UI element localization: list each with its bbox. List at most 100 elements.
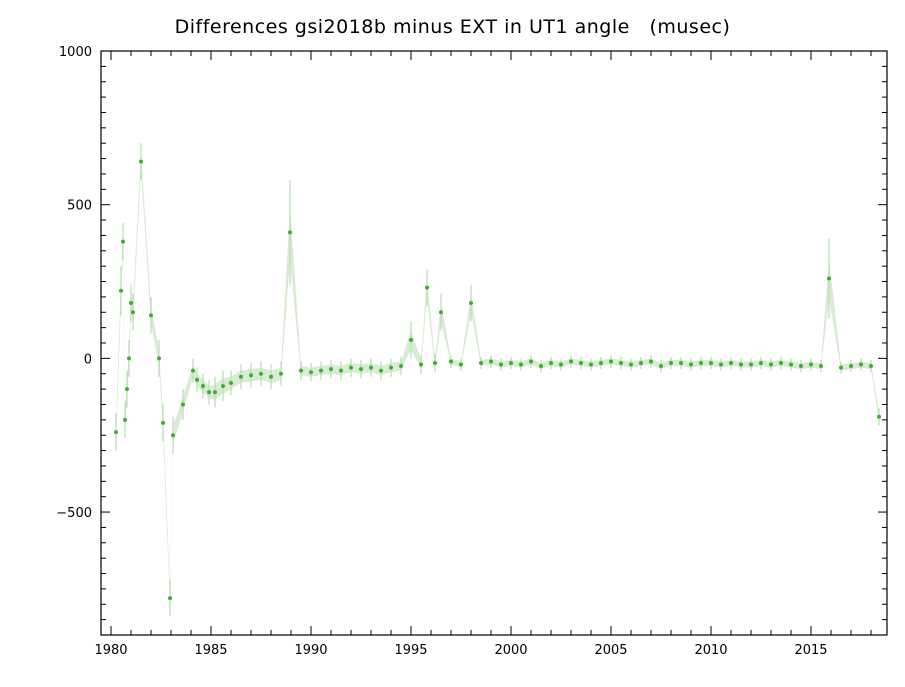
data-point-38 — [399, 364, 403, 369]
data-point-50 — [509, 360, 513, 365]
error-band — [116, 152, 879, 608]
data-point-18 — [207, 390, 211, 395]
data-point-70 — [709, 360, 713, 365]
data-point-82 — [827, 276, 831, 281]
data-point-77 — [779, 360, 783, 365]
data-point-52 — [529, 359, 533, 364]
data-point-85 — [859, 362, 863, 367]
x-tick-label-2000: 2000 — [494, 643, 527, 658]
data-point-84 — [849, 364, 853, 369]
data-point-12 — [168, 596, 172, 601]
data-point-68 — [689, 362, 693, 367]
data-point-43 — [439, 310, 443, 315]
data-point-14 — [181, 402, 185, 407]
data-point-16 — [195, 377, 199, 382]
data-point-75 — [759, 360, 763, 365]
data-point-11 — [161, 420, 165, 425]
data-point-45 — [459, 362, 463, 367]
data-point-58 — [589, 362, 593, 367]
y-tick-label-0: 0 — [84, 352, 92, 367]
data-point-67 — [679, 360, 683, 365]
data-point-2 — [121, 239, 125, 244]
data-point-17 — [201, 384, 205, 389]
data-point-34 — [359, 367, 363, 372]
data-point-87 — [877, 414, 881, 419]
data-point-3 — [123, 417, 127, 422]
data-points — [114, 159, 881, 601]
data-point-78 — [789, 362, 793, 367]
y-tick-label--500: −500 — [56, 506, 92, 521]
data-point-74 — [749, 362, 753, 367]
data-point-31 — [329, 367, 333, 372]
data-point-54 — [549, 360, 553, 365]
x-tick-label-1990: 1990 — [294, 643, 327, 658]
data-point-73 — [739, 362, 743, 367]
y-tick-label-500: 500 — [67, 199, 92, 214]
data-point-39 — [409, 337, 413, 342]
data-point-24 — [259, 371, 263, 376]
data-point-57 — [579, 360, 583, 365]
data-point-47 — [479, 360, 483, 365]
data-point-86 — [869, 364, 873, 369]
data-point-20 — [221, 384, 225, 389]
data-point-83 — [839, 365, 843, 370]
data-point-42 — [433, 360, 437, 365]
data-point-4 — [125, 387, 129, 392]
data-point-79 — [799, 364, 803, 369]
data-point-9 — [149, 313, 153, 318]
data-point-71 — [719, 362, 723, 367]
data-point-8 — [139, 159, 143, 164]
data-point-55 — [559, 362, 563, 367]
x-tick-label-2010: 2010 — [694, 643, 727, 658]
data-point-64 — [649, 359, 653, 364]
data-point-44 — [449, 359, 453, 364]
x-axis-ticks: 1980 1985 1990 1995 2000 2005 2010 2015 — [94, 51, 872, 658]
data-point-5 — [127, 356, 131, 361]
data-point-66 — [669, 360, 673, 365]
data-point-21 — [229, 380, 233, 385]
data-point-72 — [729, 360, 733, 365]
data-point-80 — [809, 362, 813, 367]
data-point-37 — [389, 365, 393, 370]
data-point-81 — [819, 364, 823, 369]
data-point-19 — [213, 390, 217, 395]
data-point-26 — [279, 371, 283, 376]
data-point-56 — [569, 359, 573, 364]
data-point-62 — [629, 362, 633, 367]
data-point-51 — [519, 362, 523, 367]
data-point-32 — [339, 368, 343, 373]
error-band-area — [116, 152, 879, 608]
data-point-63 — [639, 360, 643, 365]
data-point-49 — [499, 362, 503, 367]
data-point-27 — [288, 230, 292, 235]
chart-title: Differences gsi2018b minus EXT in UT1 an… — [174, 16, 731, 38]
plot-frame — [100, 50, 888, 636]
data-point-33 — [349, 365, 353, 370]
x-tick-label-1980: 1980 — [94, 643, 127, 658]
data-point-69 — [699, 360, 703, 365]
data-point-30 — [319, 368, 323, 373]
data-point-0 — [114, 430, 118, 435]
data-point-29 — [309, 370, 313, 375]
y-tick-label-1000: 1000 — [59, 45, 92, 60]
data-point-41 — [425, 285, 429, 290]
data-point-61 — [619, 360, 623, 365]
data-point-65 — [659, 364, 663, 369]
data-point-13 — [171, 433, 175, 438]
x-tick-label-2015: 2015 — [794, 643, 827, 658]
data-point-6 — [129, 301, 133, 306]
data-point-76 — [769, 362, 773, 367]
data-point-15 — [191, 368, 195, 373]
x-tick-label-2005: 2005 — [594, 643, 627, 658]
x-tick-label-1985: 1985 — [194, 643, 227, 658]
data-point-7 — [131, 310, 135, 315]
data-point-53 — [539, 364, 543, 369]
x-tick-label-1995: 1995 — [394, 643, 427, 658]
data-point-40 — [419, 362, 423, 367]
data-point-48 — [489, 359, 493, 364]
y-axis-ticks: −500 0 500 1000 — [56, 45, 887, 621]
data-point-28 — [299, 368, 303, 373]
data-point-35 — [369, 365, 373, 370]
data-point-25 — [269, 374, 273, 379]
